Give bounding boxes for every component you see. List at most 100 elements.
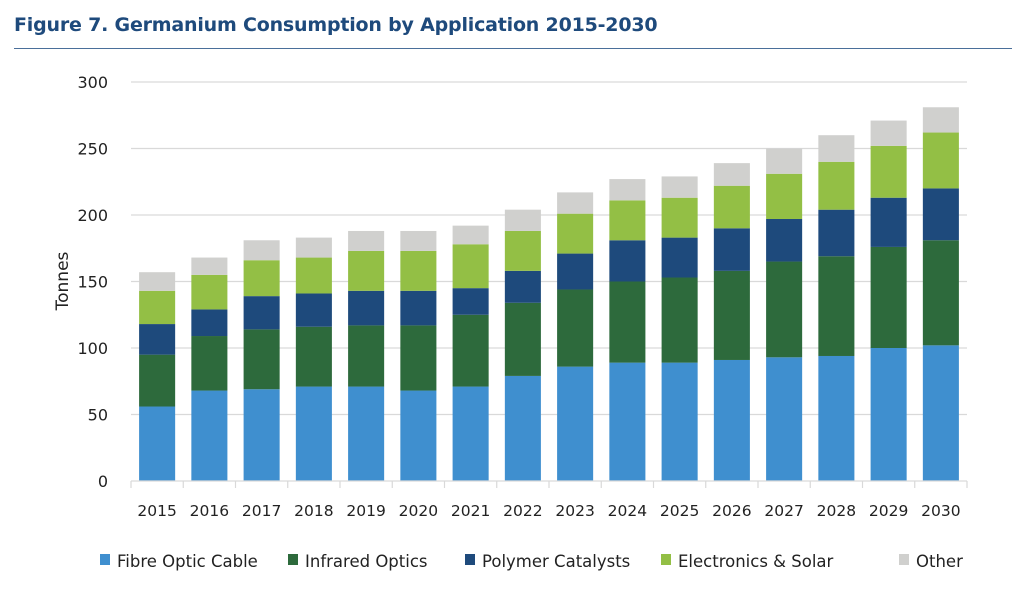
bar-stack-2018 (295, 237, 332, 481)
bar-segment-fibre-optic-cable-2024 (609, 362, 646, 481)
legend-label: Infrared Optics (305, 552, 428, 571)
bar-segment-infrared-optics-2023 (557, 289, 594, 367)
bar-segment-polymer-catalysts-2016 (191, 309, 228, 337)
x-tick-label: 2026 (712, 502, 751, 520)
bar-segment-electronics-solar-2027 (766, 173, 803, 219)
bar-segment-electronics-solar-2016 (191, 274, 228, 310)
y-axis-label: Tonnes (53, 251, 73, 311)
bar-segment-polymer-catalysts-2015 (139, 324, 176, 355)
bar-segment-infrared-optics-2024 (609, 281, 646, 363)
legend-label: Fibre Optic Cable (117, 552, 258, 571)
legend-item-electronics-solar: Electronics & Solar (661, 552, 834, 571)
x-tick-label: 2015 (137, 502, 176, 520)
bar-segment-polymer-catalysts-2026 (713, 228, 750, 271)
bar-segment-infrared-optics-2020 (400, 325, 437, 391)
bar-segment-other-2022 (504, 209, 541, 231)
bar-segment-other-2029 (870, 120, 907, 146)
bar-segment-infrared-optics-2018 (295, 326, 332, 387)
bar-segment-polymer-catalysts-2027 (766, 218, 803, 262)
legend-swatch (100, 554, 110, 565)
bar-segment-infrared-optics-2026 (713, 270, 750, 360)
bar-segment-fibre-optic-cable-2025 (661, 362, 698, 481)
bar-segment-other-2017 (243, 240, 280, 261)
bar-segment-polymer-catalysts-2025 (661, 237, 698, 278)
bar-segment-polymer-catalysts-2029 (870, 197, 907, 247)
bar-segment-polymer-catalysts-2019 (348, 290, 385, 326)
bar-segment-other-2028 (818, 135, 855, 162)
bars (139, 107, 959, 481)
bar-segment-electronics-solar-2028 (818, 161, 855, 210)
bar-segment-fibre-optic-cable-2021 (452, 386, 489, 481)
bar-segment-polymer-catalysts-2017 (243, 296, 280, 330)
bar-segment-polymer-catalysts-2028 (818, 209, 855, 257)
bar-stack-2024 (609, 179, 646, 481)
legend-label: Electronics & Solar (678, 552, 834, 571)
legend-swatch (661, 554, 671, 565)
bar-segment-electronics-solar-2025 (661, 197, 698, 238)
bar-stack-2021 (452, 225, 489, 481)
bar-segment-electronics-solar-2023 (557, 213, 594, 254)
x-tick-label: 2023 (555, 502, 594, 520)
bar-stack-2029 (870, 120, 907, 481)
bar-segment-electronics-solar-2017 (243, 260, 280, 297)
bar-segment-fibre-optic-cable-2027 (766, 357, 803, 481)
bar-stack-2019 (348, 230, 385, 481)
bar-segment-other-2016 (191, 257, 228, 275)
legend-swatch (465, 554, 475, 565)
bar-stack-2017 (243, 240, 280, 481)
bar-segment-polymer-catalysts-2018 (295, 293, 332, 327)
bar-segment-other-2020 (400, 230, 437, 251)
y-tick-label: 300 (77, 73, 108, 92)
bar-segment-infrared-optics-2022 (504, 302, 541, 376)
x-tick-label: 2017 (242, 502, 281, 520)
bar-stack-2028 (818, 135, 855, 481)
x-tick-label: 2022 (503, 502, 542, 520)
bar-segment-infrared-optics-2017 (243, 329, 280, 390)
legend-item-infrared-optics: Infrared Optics (288, 552, 428, 571)
bar-segment-electronics-solar-2024 (609, 200, 646, 241)
bar-segment-other-2018 (295, 237, 332, 258)
bar-segment-fibre-optic-cable-2026 (713, 359, 750, 481)
x-tick-label: 2030 (921, 502, 960, 520)
bar-segment-electronics-solar-2020 (400, 250, 437, 291)
bar-segment-polymer-catalysts-2024 (609, 240, 646, 282)
x-tick-label: 2020 (399, 502, 438, 520)
x-axis: 2015 2016 2017 2018 2019 2020 2021 2022 2023 2024… (130, 480, 968, 520)
bar-segment-electronics-solar-2019 (348, 250, 385, 291)
bar-stack-2020 (400, 230, 437, 481)
x-tick-label: 2019 (346, 502, 385, 520)
bar-segment-other-2023 (557, 192, 594, 214)
bar-stack-2015 (139, 272, 176, 481)
bar-segment-other-2027 (766, 148, 803, 174)
y-tick-label: 0 (98, 472, 108, 491)
figure-title: Figure 7. Germanium Consumption by Appli… (14, 14, 658, 36)
bar-stack-2026 (713, 163, 750, 481)
bar-segment-electronics-solar-2029 (870, 145, 907, 198)
bar-segment-fibre-optic-cable-2015 (139, 406, 176, 481)
bar-segment-fibre-optic-cable-2017 (243, 389, 280, 481)
bar-segment-electronics-solar-2030 (922, 132, 959, 189)
bar-segment-electronics-solar-2015 (139, 290, 176, 325)
bar-segment-infrared-optics-2029 (870, 246, 907, 348)
bar-segment-fibre-optic-cable-2029 (870, 348, 907, 481)
bar-segment-electronics-solar-2018 (295, 257, 332, 294)
bar-segment-polymer-catalysts-2020 (400, 290, 437, 326)
bar-segment-fibre-optic-cable-2028 (818, 355, 855, 481)
x-tick-label: 2021 (451, 502, 490, 520)
bar-segment-other-2024 (609, 179, 646, 201)
legend-item-polymer-catalysts: Polymer Catalysts (465, 552, 630, 571)
bar-segment-infrared-optics-2030 (922, 240, 959, 346)
x-tick-label: 2024 (608, 502, 647, 520)
bar-segment-electronics-solar-2021 (452, 244, 489, 289)
bar-segment-infrared-optics-2025 (661, 277, 698, 363)
bar-segment-polymer-catalysts-2022 (504, 270, 541, 303)
bar-stack-2030 (922, 107, 959, 481)
y-tick-label: 100 (77, 339, 108, 358)
x-tick-label: 2027 (764, 502, 803, 520)
bar-segment-other-2025 (661, 176, 698, 198)
bar-segment-fibre-optic-cable-2030 (922, 345, 959, 481)
bar-segment-other-2026 (713, 163, 750, 186)
bar-segment-infrared-optics-2027 (766, 261, 803, 358)
legend-label: Other (916, 552, 963, 571)
